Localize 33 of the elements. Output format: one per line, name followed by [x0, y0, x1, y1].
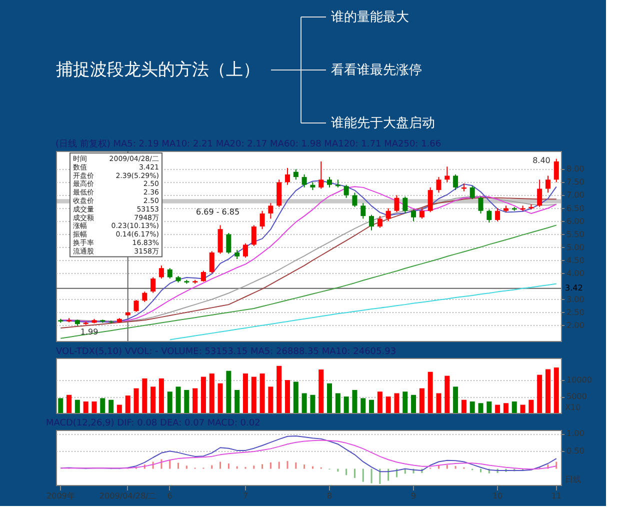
x-tick-label: 2009年: [46, 492, 75, 500]
y-tick-label: 6.00: [566, 216, 584, 226]
x-tick-label: 11: [551, 492, 562, 500]
y-tick-label: 4.50: [566, 256, 584, 265]
y-tick-label: 7.00: [566, 190, 584, 200]
band-label: 6.69 - 6.85: [196, 207, 240, 216]
x-tick-label: 6: [167, 492, 172, 500]
y-tick-label: 2.50: [566, 308, 584, 317]
y-tick-label: 7.50: [566, 178, 584, 187]
x-tick-label: 7: [242, 492, 248, 500]
y-tick-label: 8.00: [566, 164, 584, 174]
y-tick-label: 5.00: [566, 242, 584, 252]
ref-line-label: 3.42: [565, 283, 583, 292]
text: 捕捉波段龙头的方法（上）: [56, 60, 260, 80]
x-tick-label: 2009/04/28/二: [99, 492, 156, 500]
y-tick-label: 4.00: [566, 268, 584, 278]
y-tick-label: 0.50: [566, 446, 584, 456]
text: 日线: [565, 475, 581, 484]
y-tick-label: 5000: [566, 392, 587, 402]
text: 谁的量能最大: [331, 10, 409, 25]
x-tick-label: 9: [410, 492, 416, 500]
x-tick-label: 8: [326, 492, 332, 500]
text: 看看谁最先涨停: [331, 63, 422, 78]
x-tick-label: 10: [492, 492, 503, 500]
text: X10: [565, 403, 581, 412]
text: 谁能先于大盘启动: [331, 115, 435, 131]
y-tick-label: 10000: [566, 376, 592, 385]
y-tick-label: 1.00: [566, 429, 584, 438]
y-tick-label: 3.00: [566, 294, 584, 304]
annotation: 8.40: [532, 156, 550, 165]
y-tick-label: 5.50: [566, 230, 584, 239]
y-tick-label: 2.00: [566, 320, 584, 330]
y-tick-label: 6.50: [566, 204, 584, 213]
